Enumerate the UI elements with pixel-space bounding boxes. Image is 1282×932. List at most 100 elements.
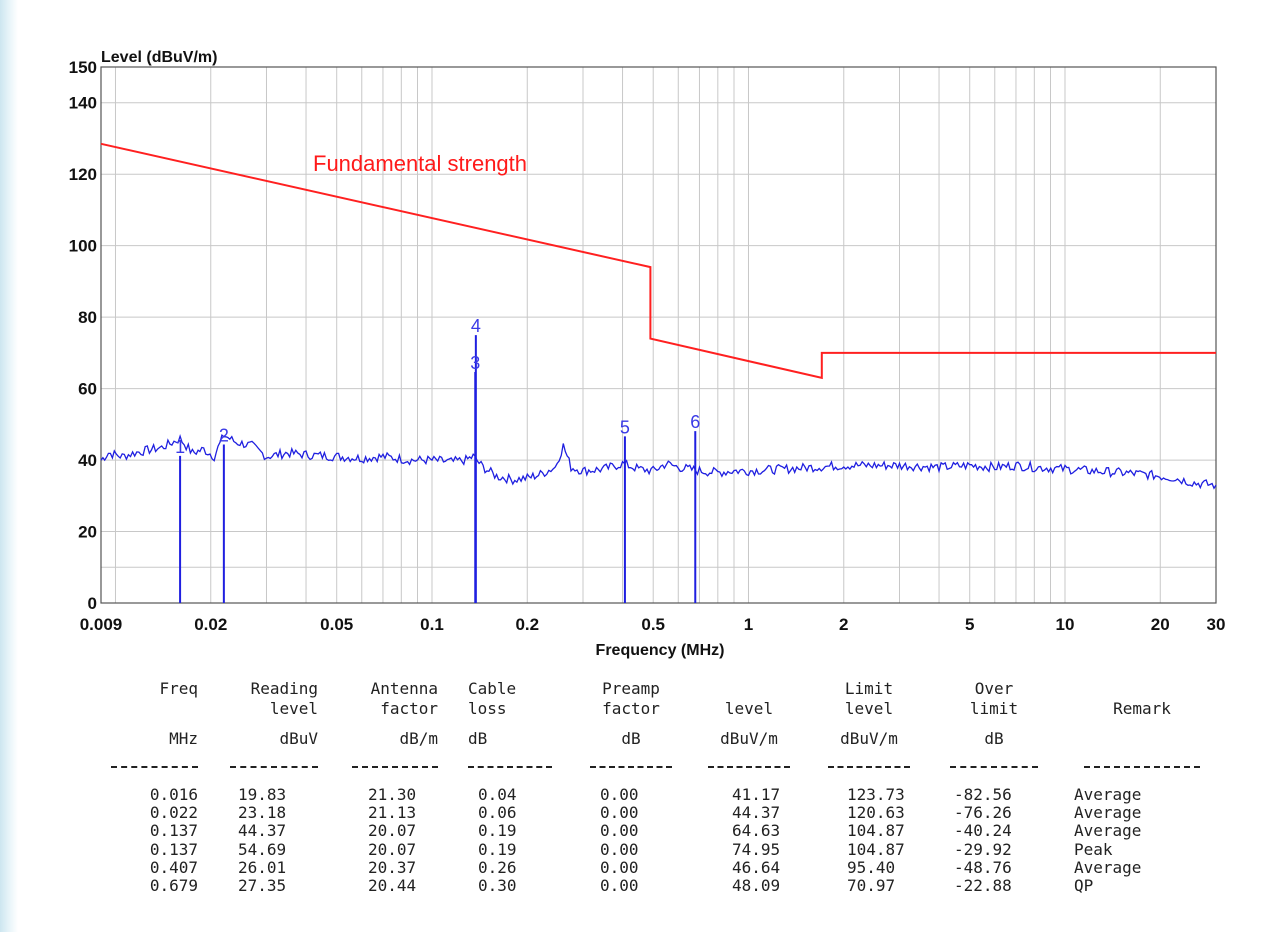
results-table: Freq MHz Reading level dBuV Antenna factor dB/m… (0, 672, 1282, 932)
plot-frame (100, 66, 1217, 604)
table-header-cell: dB (468, 729, 488, 748)
table-header-cell: level (844, 699, 894, 718)
table-header-cell: level (724, 699, 774, 718)
table-header-cell: Preamp (602, 679, 660, 698)
table-cell: -22.88 (954, 876, 1012, 895)
marker-label: 6 (690, 412, 700, 432)
table-cell: 0.00 (600, 839, 639, 859)
table-cell: 46.64 (732, 857, 781, 877)
table-header-cell: dB/m (399, 729, 438, 748)
table-header-cell: factor (602, 699, 660, 718)
y-tick-label: 140 (69, 94, 97, 113)
y-tick-label: 100 (69, 237, 97, 256)
table-header-cell: loss (468, 699, 507, 718)
y-tick-label: 150 (69, 58, 97, 77)
table-cell: 0.04 (478, 785, 517, 804)
x-tick-label: 0.2 (515, 615, 539, 634)
marker-label: 4 (471, 316, 481, 336)
table-cell: 44.37 (238, 821, 287, 841)
y-tick-label: 120 (69, 165, 97, 184)
table-cell: 0.00 (600, 876, 639, 895)
table-cell: 0.30 (478, 876, 517, 895)
table-cell: 44.37 (732, 803, 781, 823)
x-tick-label: 30 (1207, 615, 1226, 634)
table-cell: Peak (1074, 839, 1113, 859)
x-tick-label: 0.05 (320, 615, 353, 634)
table-header-cell: dBuV/m (720, 729, 778, 748)
table-cell: 0.016 (149, 785, 198, 804)
table-cell: 19.83 (238, 785, 287, 804)
table-cell: 27.35 (238, 876, 287, 895)
table-divider (590, 766, 672, 768)
table-cell: 0.06 (478, 803, 517, 823)
report-panel (18, 18, 1282, 932)
table-header-cell: dBuV (279, 729, 318, 748)
table-cell: 123.73 (847, 785, 905, 804)
table-cell: 0.137 (149, 839, 198, 859)
table-header-cell: Reading (250, 679, 318, 698)
table-header-cell: MHz (169, 729, 198, 748)
y-tick-label: 40 (78, 451, 97, 470)
y-tick-label: 80 (78, 308, 97, 327)
measurement-trace (100, 433, 1217, 490)
table-divider (468, 766, 552, 768)
table-cell: 0.137 (149, 821, 198, 841)
table-cell: 0.19 (478, 821, 517, 841)
x-tick-label: 10 (1056, 615, 1075, 634)
marker-lines (179, 335, 697, 603)
x-tick-label: 2 (839, 615, 848, 634)
table-divider (828, 766, 910, 768)
table-cell: 20.44 (368, 876, 417, 895)
marker-label: 1 (175, 437, 185, 457)
x-tick-label: 0.1 (420, 615, 444, 634)
table-cell: Average (1074, 785, 1142, 804)
table-header-cell: Antenna (370, 679, 438, 698)
table-cell: Average (1074, 857, 1142, 877)
table-header-cell: dB (621, 729, 641, 748)
table-cell: 54.69 (238, 839, 287, 859)
marker-label: 5 (620, 417, 630, 437)
table-cell: 26.01 (238, 857, 287, 877)
x-tick-label: 20 (1151, 615, 1170, 634)
table-cell: -82.56 (954, 785, 1012, 804)
table-cell: 0.679 (149, 876, 198, 895)
table-divider (111, 766, 198, 768)
table-divider (1084, 766, 1200, 768)
table-cell: 74.95 (732, 839, 781, 859)
table-divider (352, 766, 438, 768)
table-divider (230, 766, 318, 768)
table-cell: 64.63 (732, 821, 781, 841)
table-cell: 0.00 (600, 803, 639, 823)
table-divider (708, 766, 790, 768)
table-header-cell: dB (984, 729, 1004, 748)
table-cell: 20.07 (368, 821, 417, 841)
x-tick-label: 0.02 (194, 615, 227, 634)
table-cell: 20.07 (368, 839, 417, 859)
table-cell: 41.17 (732, 785, 781, 804)
table-cell: 48.09 (732, 876, 781, 895)
y-axis-label: Level (dBuV/m) (101, 49, 217, 66)
chart-grid (100, 67, 1216, 603)
table-cell: 104.87 (847, 821, 905, 841)
table-header-cell: limit (969, 699, 1019, 718)
table-header-cell: Cable (468, 679, 517, 698)
x-tick-label: 0.5 (641, 615, 665, 634)
marker-label: 3 (470, 353, 480, 373)
table-cell: 0.00 (600, 857, 639, 877)
table-divider (950, 766, 1038, 768)
y-tick-label: 20 (78, 523, 97, 542)
table-header-cell: level (269, 699, 318, 718)
table-cell: 20.37 (368, 857, 417, 877)
table-cell: Average (1074, 803, 1142, 823)
table-cell: 0.26 (478, 857, 517, 877)
table-cell: 0.022 (149, 803, 198, 823)
table-cell: 0.00 (600, 821, 639, 841)
table-cell: QP (1074, 876, 1094, 895)
table-cell: 21.13 (368, 803, 417, 823)
table-cell: 23.18 (238, 803, 287, 823)
table-cell: -40.24 (954, 821, 1012, 841)
x-tick-label: 1 (744, 615, 753, 634)
table-header-cell: Over (974, 679, 1014, 698)
table-cell: Average (1074, 821, 1142, 841)
